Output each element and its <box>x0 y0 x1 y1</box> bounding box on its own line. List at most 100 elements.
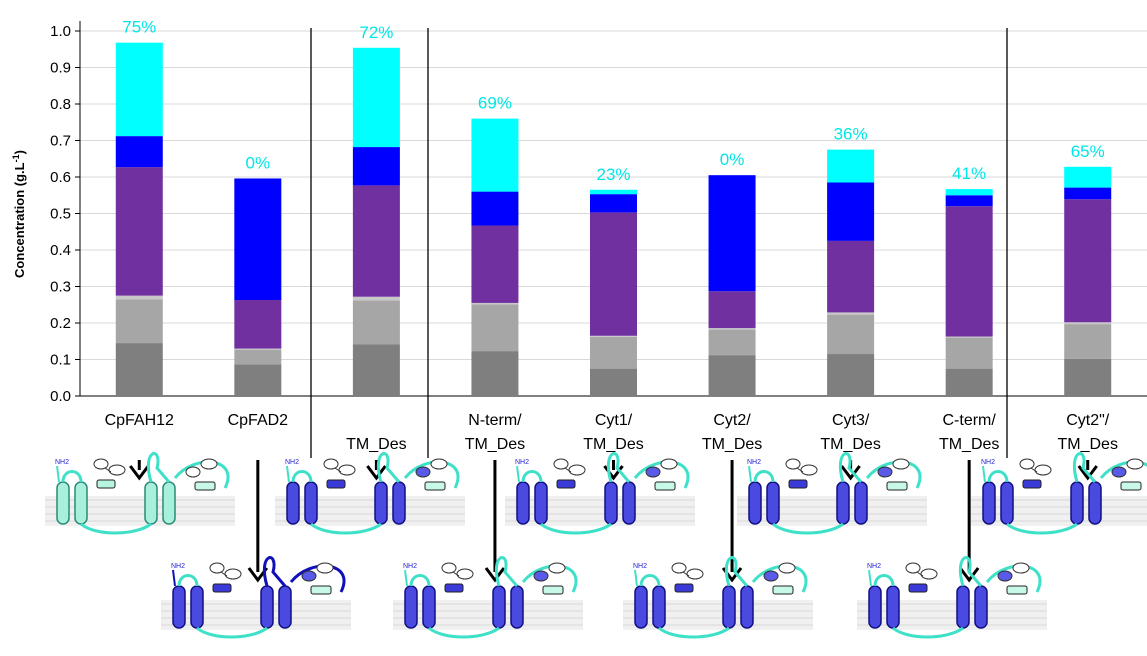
loop <box>494 556 519 587</box>
bar-segment <box>708 329 756 356</box>
n-terminus <box>404 569 408 587</box>
bar-segment <box>471 225 519 303</box>
bar-segment <box>708 175 756 292</box>
his-box <box>93 458 109 470</box>
bar-segment <box>590 368 637 396</box>
loop <box>772 522 844 535</box>
transmembrane-helix <box>748 481 762 525</box>
loop <box>958 556 983 587</box>
bar-segment <box>708 328 756 330</box>
bar-segment <box>471 304 519 352</box>
transmembrane-helix <box>766 481 780 525</box>
arrow-head <box>366 465 387 481</box>
his-box <box>556 479 576 489</box>
loop <box>892 626 964 639</box>
bar-segment <box>827 314 875 355</box>
transmembrane-helix <box>74 481 88 525</box>
his-box <box>1006 585 1028 595</box>
his-box <box>997 570 1013 582</box>
loop <box>310 522 382 535</box>
his-box <box>1126 458 1144 470</box>
connector <box>220 571 228 577</box>
transmembrane-helix <box>516 481 530 525</box>
connector <box>1030 467 1038 473</box>
protein-diagram: NH2 <box>737 452 927 535</box>
connector <box>452 571 460 577</box>
bar-segment <box>827 312 875 315</box>
bar-segment <box>827 149 875 183</box>
bar-segment <box>827 354 875 396</box>
bar-segment <box>827 240 875 313</box>
bar-segment <box>352 344 400 396</box>
nh2-label: NH2 <box>55 459 69 466</box>
percent-label: 72% <box>359 23 393 42</box>
percent-label: 41% <box>952 164 986 183</box>
nh2-label: NH2 <box>747 459 761 466</box>
loop <box>1006 522 1078 535</box>
bar-segment <box>115 42 163 137</box>
his-box <box>908 583 928 593</box>
bar-segment <box>352 296 400 301</box>
bar-segment <box>1064 358 1112 396</box>
bar-segment <box>234 349 282 365</box>
his-box <box>1012 562 1030 574</box>
loop <box>177 574 199 587</box>
category-label: C-term/ <box>943 412 997 429</box>
his-box <box>674 583 694 593</box>
loop <box>639 574 661 587</box>
his-box <box>96 479 116 489</box>
his-box <box>533 570 549 582</box>
transmembrane-helix <box>956 585 970 629</box>
category-label: Cyt2"/ <box>1066 412 1110 429</box>
bar-segment <box>1064 199 1112 323</box>
his-box <box>671 562 687 574</box>
his-box <box>892 458 910 470</box>
y-tick-label: 0.5 <box>50 206 71 223</box>
bar-segment <box>1064 187 1112 200</box>
category-label: CpFAD2 <box>228 412 289 429</box>
transmembrane-helix <box>260 585 274 629</box>
bar-segment <box>471 351 519 396</box>
his-box <box>905 562 921 574</box>
bar-segment <box>352 300 400 345</box>
loop <box>409 574 431 587</box>
bar-segment <box>352 185 400 297</box>
percent-label: 69% <box>478 94 512 113</box>
transmembrane-helix <box>422 585 436 629</box>
bar-segment <box>945 195 993 207</box>
his-box <box>185 466 201 478</box>
bar-segment <box>115 136 163 168</box>
his-box <box>920 568 938 580</box>
his-box <box>1019 458 1035 470</box>
his-box <box>444 583 464 593</box>
category-label: TM_Des <box>1057 436 1117 453</box>
transmembrane-helix <box>740 585 754 629</box>
bar-segment <box>945 206 993 337</box>
transmembrane-helix <box>190 585 204 629</box>
his-box <box>542 585 564 595</box>
his-box <box>338 464 356 476</box>
loop <box>291 470 313 483</box>
transmembrane-helix <box>392 481 406 525</box>
his-box <box>553 458 569 470</box>
y-axis-label-group: Concentration (g.L-1) <box>11 150 27 278</box>
transmembrane-helix <box>278 585 292 629</box>
bar-segment <box>708 291 756 329</box>
loop <box>196 626 268 639</box>
n-terminus <box>748 465 752 483</box>
n-terminus <box>286 465 290 483</box>
loop <box>753 470 775 483</box>
y-tick-label: 0.6 <box>50 169 71 186</box>
loop <box>987 470 1009 483</box>
bar-segment <box>115 343 163 396</box>
transmembrane-helix <box>974 585 988 629</box>
bar-segment <box>471 191 519 226</box>
y-tick-label: 0.3 <box>50 279 71 296</box>
bar-segment <box>590 194 637 213</box>
his-box <box>660 458 678 470</box>
n-terminus <box>516 465 520 483</box>
category-label: TM_Des <box>583 436 643 453</box>
bar-segment <box>234 178 282 301</box>
protein-topology-diagrams: NH2 NH2 NH2 NH2 NH2 NH2 NH2 NH2 NH2 <box>45 452 1147 639</box>
